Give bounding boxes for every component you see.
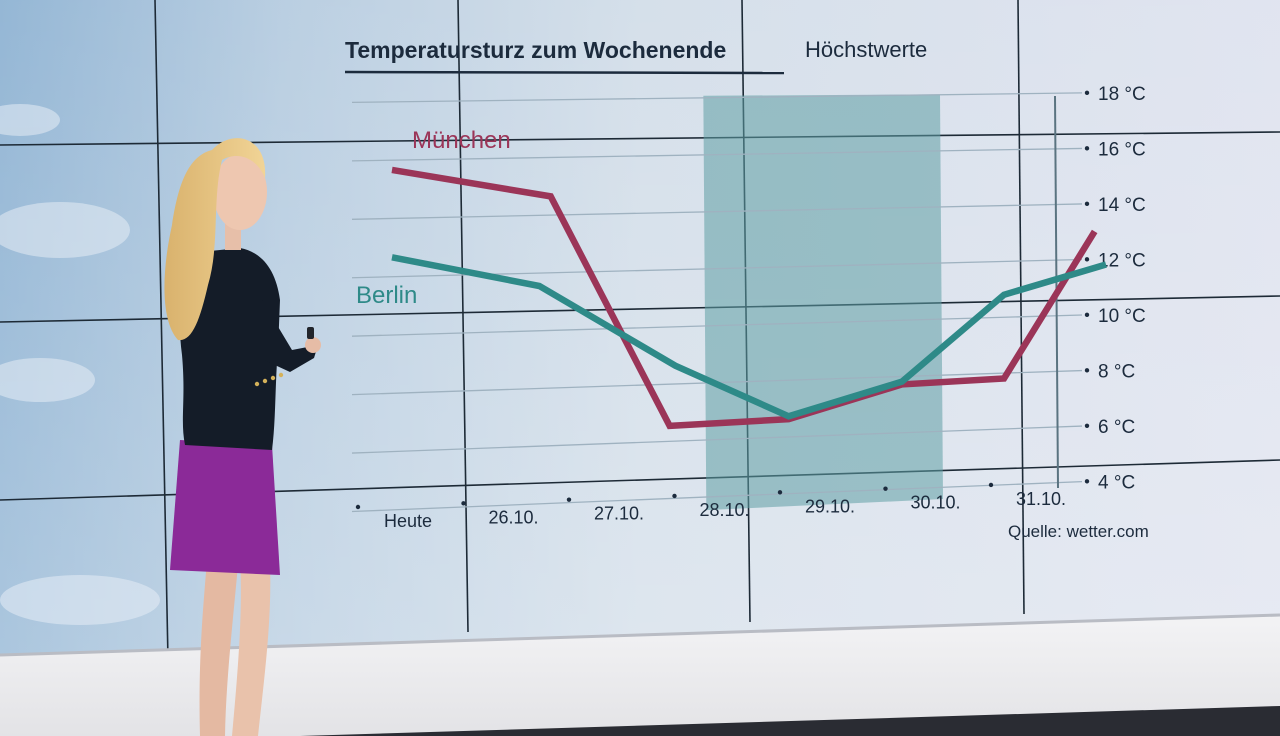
y-tick-label: 4 °C [1098,472,1135,493]
y-tick-label: 16 °C [1098,139,1146,160]
line-chart: 18 °C 16 °C 14 °C 12 °C 10 °C 8 °C 6 °C 4 °C He… [344,37,1149,541]
gridline [351,203,1083,220]
x-tick-dot [461,501,466,506]
x-tick-label: 29.10. [805,496,855,516]
source-label: Quelle: wetter.com [1008,522,1149,541]
series-line-1 [391,254,1107,420]
x-tick-label: 31.10. [1016,489,1066,509]
x-tick-dot [672,493,677,499]
clouds [0,104,160,625]
gridline [351,425,1083,454]
x-tick-label: Heute [384,511,432,531]
y-tick-label: 14 °C [1098,195,1146,216]
chart-title: Temperatursturz zum Wochenende [345,37,726,63]
gridline [351,92,1083,104]
x-tick-dot [883,486,888,491]
y-tick-label: 8 °C [1098,361,1135,382]
x-tick-label: 28.10. [699,500,749,520]
gridline [351,147,1083,162]
x-tick-label: 26.10. [488,507,538,527]
y-tick-dot [1084,201,1090,207]
y-tick-label: 12 °C [1098,250,1146,271]
x-tick-dot [566,497,572,502]
x-tick-dot [988,482,994,488]
y-tick-dot [1084,90,1090,96]
y-tick-dot [1084,479,1090,484]
chart-subtitle: Höchstwerte [805,37,927,62]
y-tick-dot [1084,146,1090,151]
y-tick-dot [1084,257,1090,262]
gridline [351,314,1083,337]
y-tick-label: 10 °C [1098,306,1146,327]
x-tick-label: 30.10. [910,493,960,513]
y-tick-dot [1084,312,1090,318]
x-tick-dot [355,504,361,510]
y-tick-label: 6 °C [1098,417,1135,438]
gridline [351,480,1083,513]
y-tick-label: 18 °C [1098,84,1146,105]
x-tick-label: 27.10. [594,504,644,524]
x-tick-dot [777,490,783,495]
series-label-1: Berlin [356,282,417,309]
weekend-highlight-band [703,94,943,511]
y-tick-dot [1084,368,1090,373]
title-underline [344,70,785,75]
presenter [164,138,321,736]
y-tick-dot [1084,423,1090,429]
series-label-0: München [412,127,511,154]
